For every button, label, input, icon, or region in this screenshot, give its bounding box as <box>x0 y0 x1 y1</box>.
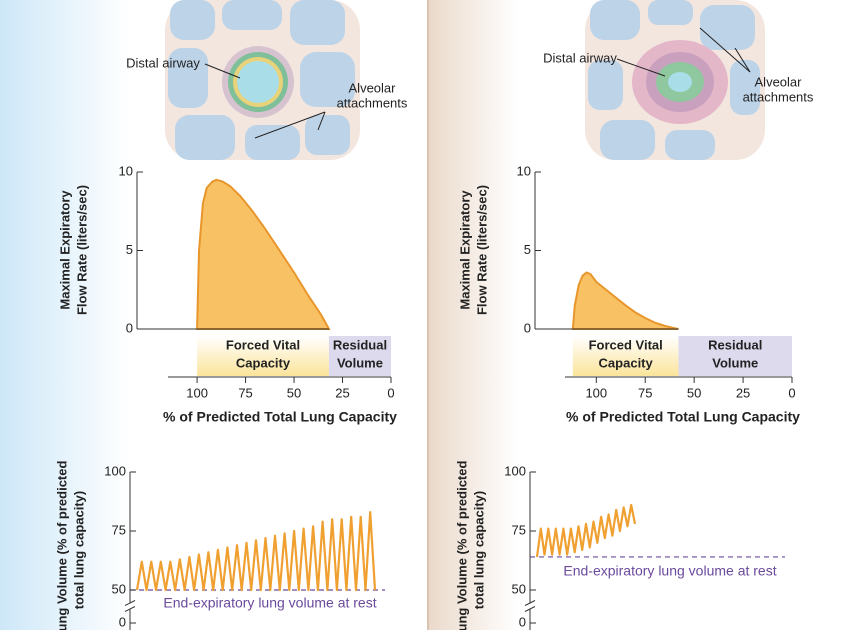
y-tick-label: 0 <box>519 614 526 629</box>
panel-tint <box>428 0 518 630</box>
axis-break <box>524 606 536 612</box>
label-line: Maximal Expiratory <box>457 190 472 310</box>
x-axis-label: % of Predicted Total Lung Capacity <box>566 409 800 425</box>
label-line: Flow Rate (liters/sec) <box>474 185 489 315</box>
reference-label: End-expiratory lung volume at rest <box>163 595 376 611</box>
x-axis-label: % of Predicted Total Lung Capacity <box>163 409 397 425</box>
x-tick-label: 50 <box>287 385 301 400</box>
x-tick-label: 100 <box>585 385 607 400</box>
y-tick-label: 0 <box>119 614 126 629</box>
y-tick-label: 50 <box>112 581 126 596</box>
label-line: Alveolar <box>349 80 397 95</box>
y-tick-label: 75 <box>112 522 126 537</box>
band <box>572 336 679 376</box>
x-tick-label: 0 <box>387 385 394 400</box>
illustration-narrowed <box>585 0 765 160</box>
y-tick-label: 0 <box>524 320 531 335</box>
label-line: Forced Vital <box>589 337 663 352</box>
label-line: Volume <box>712 355 758 370</box>
label-line: attachments <box>743 89 814 104</box>
label-line: Flow Rate (liters/sec) <box>74 185 89 315</box>
label-line: Maximal Expiratory <box>57 190 72 310</box>
band <box>328 336 391 376</box>
volume-line <box>535 503 637 558</box>
volume-line <box>135 511 377 592</box>
label-line: Volume <box>337 355 383 370</box>
label-line: Distal airway <box>543 50 617 65</box>
y-axis-label: Lung Volume (% of predicted total lung ca… <box>54 461 86 630</box>
label-line: Distal airway <box>126 55 200 70</box>
y-axis-label: Lung Volume (% of predicted total lung ca… <box>454 461 486 630</box>
axis-break <box>524 600 536 606</box>
x-tick-label: 50 <box>687 385 701 400</box>
y-tick-label: 10 <box>517 163 531 178</box>
y-tick-label: 75 <box>512 522 526 537</box>
label-line: Lung Volume (% of predicted <box>454 461 469 630</box>
flow-curve <box>571 271 679 330</box>
label-line: Lung Volume (% of predicted <box>54 461 69 630</box>
label-line: Capacity <box>599 355 654 370</box>
x-tick-label: 75 <box>238 385 252 400</box>
axis-break <box>124 600 136 606</box>
label-line: total lung capacity) <box>471 491 486 609</box>
x-tick-label: 25 <box>335 385 349 400</box>
y-tick-label: 0 <box>126 320 133 335</box>
label-line: total lung capacity) <box>71 491 86 609</box>
band <box>197 336 329 376</box>
x-tick-label: 100 <box>186 385 208 400</box>
y-tick-label: 100 <box>104 463 126 478</box>
x-tick-label: 75 <box>638 385 652 400</box>
label-line: Forced Vital <box>226 337 300 352</box>
y-tick-label: 50 <box>512 581 526 596</box>
y-tick-label: 5 <box>524 242 531 257</box>
x-tick-label: 0 <box>788 385 795 400</box>
y-axis-label: Maximal Expiratory Flow Rate (liters/sec) <box>57 185 89 315</box>
label-line: attachments <box>337 95 408 110</box>
label-line: Capacity <box>236 355 291 370</box>
flow-curve <box>196 178 331 330</box>
label-line: Alveolar <box>755 74 803 89</box>
label-line: Residual <box>708 337 762 352</box>
panel-tint <box>0 0 130 630</box>
y-axis-label: Maximal Expiratory Flow Rate (liters/sec) <box>457 185 489 315</box>
axis-break <box>124 606 136 612</box>
label-line: Residual <box>333 337 387 352</box>
y-tick-label: 100 <box>504 463 526 478</box>
y-tick-label: 10 <box>119 163 133 178</box>
y-tick-label: 5 <box>126 242 133 257</box>
x-tick-label: 25 <box>736 385 750 400</box>
band <box>678 336 792 376</box>
illustration-normal <box>165 0 360 160</box>
reference-label: End-expiratory lung volume at rest <box>563 563 776 579</box>
